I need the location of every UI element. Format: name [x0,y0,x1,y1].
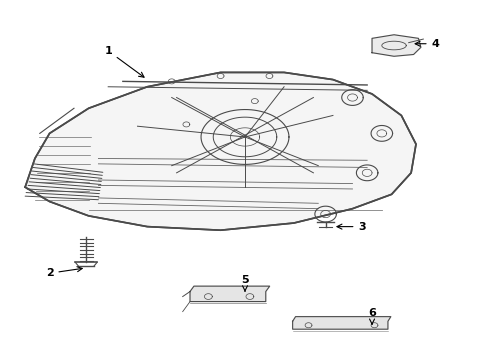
Text: 2: 2 [46,267,82,278]
Text: 6: 6 [368,308,376,324]
Text: 4: 4 [415,39,440,49]
Polygon shape [25,72,416,230]
Polygon shape [293,317,391,329]
Text: 5: 5 [241,275,249,291]
Text: 3: 3 [337,222,366,231]
Text: 1: 1 [104,46,144,77]
Polygon shape [372,35,421,56]
Polygon shape [190,286,270,302]
